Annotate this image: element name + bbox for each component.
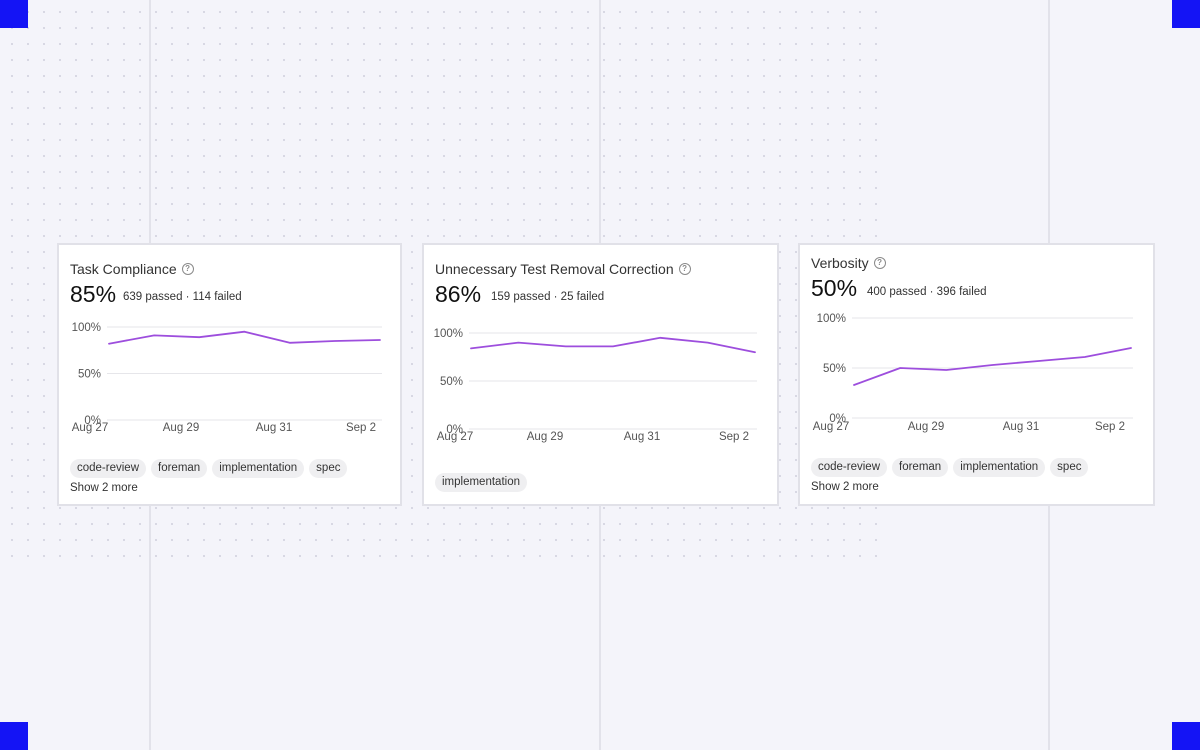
x-tick-label: Aug 27 bbox=[72, 422, 108, 434]
corner-marker bbox=[1172, 722, 1200, 750]
x-tick-label: Sep 2 bbox=[719, 431, 749, 443]
x-tick-label: Aug 31 bbox=[1003, 421, 1039, 433]
help-icon[interactable]: ? bbox=[181, 263, 194, 275]
tag-chip[interactable]: implementation bbox=[212, 459, 305, 478]
y-tick-label: 50% bbox=[440, 376, 463, 388]
corner-marker bbox=[1172, 0, 1200, 28]
y-tick-label: 0% bbox=[446, 424, 463, 436]
tag-chip[interactable]: spec bbox=[1050, 458, 1089, 477]
y-tick-label: 100% bbox=[434, 328, 463, 340]
line-chart: 100% 50% 0%Aug 27 Aug 29 Aug 31 Sep 2 bbox=[72, 322, 382, 434]
x-tick-label: Aug 29 bbox=[908, 421, 944, 433]
x-tick-label: Aug 31 bbox=[256, 422, 292, 434]
pass-fail-stats: 639 passed · 114 failed bbox=[123, 291, 242, 303]
metric-card-unnecessary-test-removal[interactable]: Unnecessary Test Removal Correction ? 86… bbox=[422, 243, 779, 506]
line-chart: 100% 50% 0%Aug 27 Aug 29 Aug 31 Sep 2 bbox=[434, 328, 757, 443]
series-line bbox=[853, 347, 1132, 386]
y-tick-label: 50% bbox=[823, 363, 846, 375]
help-icon[interactable]: ? bbox=[873, 257, 886, 269]
y-tick-label: 100% bbox=[72, 322, 101, 334]
x-tick-label: Aug 27 bbox=[813, 421, 849, 433]
card-title: Verbosity ? bbox=[811, 255, 886, 271]
pass-rate: 50% bbox=[811, 275, 858, 301]
x-tick-label: Sep 2 bbox=[346, 422, 376, 434]
y-tick-label: 0% bbox=[829, 413, 846, 425]
x-tick-label: Aug 31 bbox=[624, 431, 660, 443]
x-tick-label: Sep 2 bbox=[1095, 421, 1125, 433]
card-title-text: Unnecessary Test Removal Correction bbox=[435, 261, 674, 277]
tag-chip[interactable]: foreman bbox=[892, 458, 949, 477]
corner-marker bbox=[0, 0, 28, 28]
tag-chip[interactable]: spec bbox=[309, 459, 348, 478]
show-more-link[interactable]: Show 2 more bbox=[70, 482, 138, 494]
tag-list: code-review foreman implementation spec bbox=[70, 459, 348, 478]
y-tick-label: 0% bbox=[84, 415, 101, 427]
metric-card-verbosity[interactable]: Verbosity ? 50% 400 passed · 396 failed … bbox=[798, 243, 1155, 506]
line-chart: 100% 50% 0%Aug 27 Aug 29 Aug 31 Sep 2 bbox=[813, 313, 1133, 433]
tag-chip[interactable]: foreman bbox=[151, 459, 208, 478]
pass-rate: 85% bbox=[70, 281, 117, 307]
tag-list: implementation bbox=[435, 473, 527, 492]
corner-marker bbox=[0, 722, 28, 750]
series-line bbox=[470, 336, 756, 354]
tag-list: code-review foreman implementation spec bbox=[811, 458, 1089, 477]
help-icon[interactable]: ? bbox=[678, 263, 691, 275]
x-tick-label: Aug 29 bbox=[163, 422, 199, 434]
tag-chip[interactable]: implementation bbox=[435, 473, 527, 492]
tag-chip[interactable]: code-review bbox=[70, 459, 146, 478]
pass-rate: 86% bbox=[435, 281, 482, 307]
metric-card-task-compliance[interactable]: Task Compliance ? 85% 639 passed · 114 f… bbox=[57, 243, 402, 506]
pass-fail-stats: 159 passed · 25 failed bbox=[491, 291, 605, 303]
card-title-text: Task Compliance bbox=[70, 261, 177, 277]
tag-chip[interactable]: implementation bbox=[953, 458, 1046, 477]
x-tick-label: Aug 29 bbox=[527, 431, 563, 443]
pass-fail-stats: 400 passed · 396 failed bbox=[867, 286, 987, 298]
card-title: Unnecessary Test Removal Correction ? bbox=[435, 261, 691, 277]
x-tick-label: Aug 27 bbox=[437, 431, 473, 443]
tag-chip[interactable]: code-review bbox=[811, 458, 887, 477]
y-tick-label: 100% bbox=[817, 313, 846, 325]
card-title: Task Compliance ? bbox=[70, 261, 194, 277]
show-more-link[interactable]: Show 2 more bbox=[811, 481, 879, 493]
y-tick-label: 50% bbox=[78, 369, 101, 381]
series-line bbox=[108, 330, 381, 345]
card-title-text: Verbosity bbox=[811, 255, 869, 271]
